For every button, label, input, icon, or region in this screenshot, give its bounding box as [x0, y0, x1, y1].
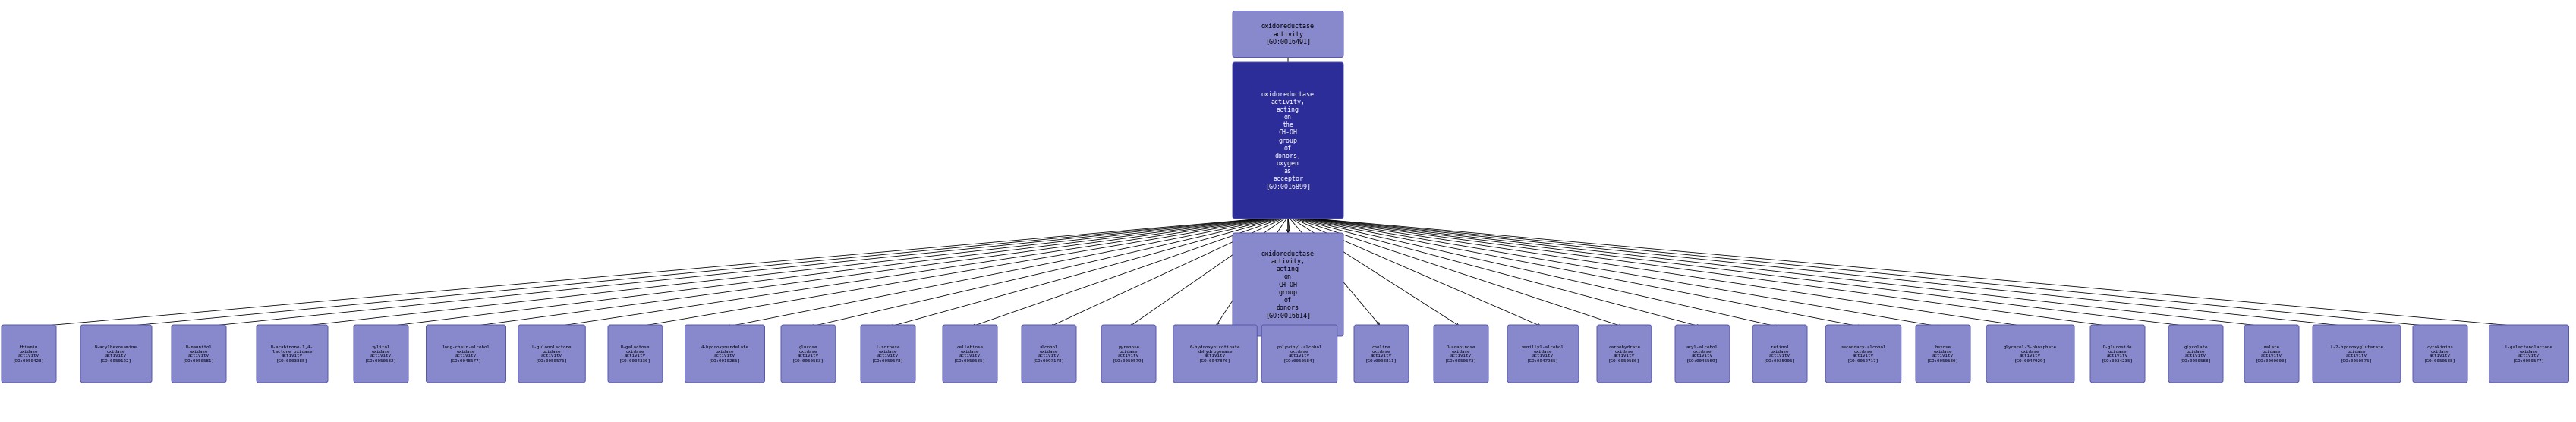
FancyBboxPatch shape — [353, 325, 410, 382]
FancyBboxPatch shape — [1435, 325, 1489, 382]
FancyBboxPatch shape — [943, 325, 997, 382]
Text: 4-hydroxymandelate
oxidase
activity
[GO:0010285]: 4-hydroxymandelate oxidase activity [GO:… — [701, 346, 750, 362]
FancyBboxPatch shape — [1597, 325, 1651, 382]
Text: retinol
oxidase
activity
[GO:0035905]: retinol oxidase activity [GO:0035905] — [1765, 346, 1795, 362]
FancyBboxPatch shape — [1023, 325, 1077, 382]
FancyBboxPatch shape — [1826, 325, 1901, 382]
Text: pyranose
oxidase
activity
[GO:0050579]: pyranose oxidase activity [GO:0050579] — [1113, 346, 1144, 362]
Text: oxidoreductase
activity,
acting
on
the
CH-OH
group
of
donors,
oxygen
as
acceptor: oxidoreductase activity, acting on the C… — [1262, 91, 1314, 189]
FancyBboxPatch shape — [1674, 325, 1728, 382]
Text: L-sorbose
oxidase
activity
[GO:0050578]: L-sorbose oxidase activity [GO:0050578] — [873, 346, 904, 362]
FancyBboxPatch shape — [1917, 325, 1971, 382]
Text: thiamin
oxidase
activity
[GO:0050423]: thiamin oxidase activity [GO:0050423] — [13, 346, 44, 362]
Text: glucose
oxidase
activity
[GO:0050583]: glucose oxidase activity [GO:0050583] — [793, 346, 824, 362]
FancyBboxPatch shape — [1231, 62, 1345, 219]
Text: glycerol-3-phosphate
oxidase
activity
[GO:0047929]: glycerol-3-phosphate oxidase activity [G… — [2004, 346, 2056, 362]
Text: oxidoreductase
activity
[GO:0016491]: oxidoreductase activity [GO:0016491] — [1262, 23, 1314, 45]
FancyBboxPatch shape — [1172, 325, 1257, 382]
Text: vanillyl-alcohol
oxidase
activity
[GO:0047935]: vanillyl-alcohol oxidase activity [GO:00… — [1522, 346, 1564, 362]
Text: alcohol
oxidase
activity
[GO:0097178]: alcohol oxidase activity [GO:0097178] — [1033, 346, 1064, 362]
FancyBboxPatch shape — [2488, 325, 2568, 382]
FancyBboxPatch shape — [425, 325, 505, 382]
FancyBboxPatch shape — [685, 325, 765, 382]
FancyBboxPatch shape — [1752, 325, 1808, 382]
Text: cellobiose
oxidase
activity
[GO:0050585]: cellobiose oxidase activity [GO:0050585] — [953, 346, 987, 362]
FancyBboxPatch shape — [1103, 325, 1157, 382]
Text: aryl-alcohol
oxidase
activity
[GO:0046569]: aryl-alcohol oxidase activity [GO:004656… — [1687, 346, 1718, 362]
Text: secondary-alcohol
oxidase
activity
[GO:0052717]: secondary-alcohol oxidase activity [GO:0… — [1842, 346, 1886, 362]
Text: long-chain-alcohol
oxidase
activity
[GO:0048577]: long-chain-alcohol oxidase activity [GO:… — [443, 346, 489, 362]
Text: choline
oxidase
activity
[GO:0008811]: choline oxidase activity [GO:0008811] — [1365, 346, 1396, 362]
FancyBboxPatch shape — [518, 325, 585, 382]
Text: 6-hydroxynicotinate
dehydrogenase
activity
[GO:0047876]: 6-hydroxynicotinate dehydrogenase activi… — [1190, 346, 1242, 362]
FancyBboxPatch shape — [781, 325, 835, 382]
Text: malate
oxidase
activity
[GO:0000000]: malate oxidase activity [GO:0000000] — [2257, 346, 2287, 362]
Text: hexose
oxidase
activity
[GO:0050580]: hexose oxidase activity [GO:0050580] — [1927, 346, 1958, 362]
Text: cytokinins
oxidase
activity
[GO:0050588]: cytokinins oxidase activity [GO:0050588] — [2424, 346, 2455, 362]
FancyBboxPatch shape — [1355, 325, 1409, 382]
Text: L-gulonolactone
oxidase
activity
[GO:0050576]: L-gulonolactone oxidase activity [GO:005… — [531, 346, 572, 362]
Text: D-mannitol
oxidase
activity
[GO:0050581]: D-mannitol oxidase activity [GO:0050581] — [183, 346, 214, 362]
Text: D-glucoside
oxidase
activity
[GO:0034235]: D-glucoside oxidase activity [GO:0034235… — [2102, 346, 2133, 362]
FancyBboxPatch shape — [258, 325, 327, 382]
FancyBboxPatch shape — [1231, 11, 1345, 57]
Text: L-galactonolactone
oxidase
activity
[GO:0050577]: L-galactonolactone oxidase activity [GO:… — [2504, 346, 2553, 362]
FancyBboxPatch shape — [2313, 325, 2401, 382]
FancyBboxPatch shape — [1231, 233, 1345, 336]
FancyBboxPatch shape — [1507, 325, 1579, 382]
FancyBboxPatch shape — [3, 325, 57, 382]
FancyBboxPatch shape — [80, 325, 152, 382]
FancyBboxPatch shape — [2414, 325, 2468, 382]
Text: xylitol
oxidase
activity
[GO:0050582]: xylitol oxidase activity [GO:0050582] — [366, 346, 397, 362]
FancyBboxPatch shape — [2089, 325, 2146, 382]
FancyBboxPatch shape — [1262, 325, 1337, 382]
FancyBboxPatch shape — [1986, 325, 2074, 382]
Text: L-2-hydroxyglutarate
oxidase
activity
[GO:0050575]: L-2-hydroxyglutarate oxidase activity [G… — [2331, 346, 2383, 362]
Text: N-acylhexosamine
oxidase
activity
[GO:0050122]: N-acylhexosamine oxidase activity [GO:00… — [95, 346, 137, 362]
Text: D-arabinono-1,4-
lactone oxidase
activity
[GO:0003885]: D-arabinono-1,4- lactone oxidase activit… — [270, 346, 314, 362]
Text: D-galactose
oxidase
activity
[GO:0004336]: D-galactose oxidase activity [GO:0004336… — [618, 346, 652, 362]
FancyBboxPatch shape — [860, 325, 914, 382]
Text: polyvinyl-alcohol
oxidase
activity
[GO:0050584]: polyvinyl-alcohol oxidase activity [GO:0… — [1278, 346, 1321, 362]
FancyBboxPatch shape — [2169, 325, 2223, 382]
Text: oxidoreductase
activity,
acting
on
CH-OH
group
of
donors
[GO:0016614]: oxidoreductase activity, acting on CH-OH… — [1262, 251, 1314, 319]
Text: D-arabinose
oxidase
activity
[GO:0050573]: D-arabinose oxidase activity [GO:0050573… — [1445, 346, 1476, 362]
FancyBboxPatch shape — [173, 325, 227, 382]
Text: glycolate
oxidase
activity
[GO:0050588]: glycolate oxidase activity [GO:0050588] — [2179, 346, 2213, 362]
FancyBboxPatch shape — [2244, 325, 2298, 382]
FancyBboxPatch shape — [608, 325, 662, 382]
Text: carbohydrate
oxidase
activity
[GO:0050586]: carbohydrate oxidase activity [GO:005058… — [1607, 346, 1641, 362]
